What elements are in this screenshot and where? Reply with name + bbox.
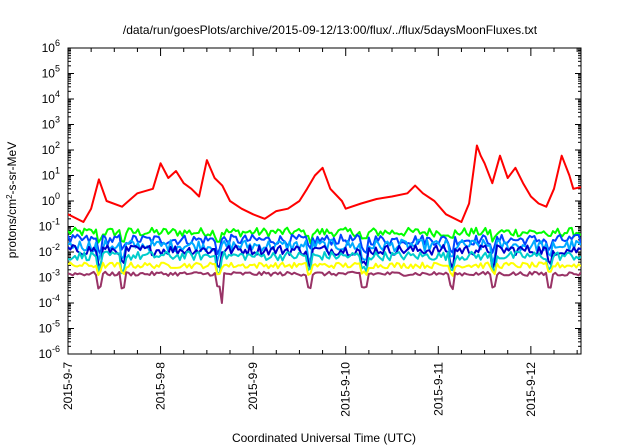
x-axis: 2015-9-7 2015-9-8 2015-9-9 2015-9-10 2015-9-… — [61, 48, 578, 417]
y-axis: 10-6 10-5 10-4 10-3 10-2 10-1 100 101 102 103 104 1… — [39, 38, 581, 361]
y-tick-label: 105 — [42, 64, 60, 81]
y-tick-label: 10-1 — [39, 217, 60, 234]
flux-series-line-7 — [68, 261, 581, 277]
x-tick-label: 2015-9-7 — [61, 362, 75, 410]
x-tick-label: 2015-9-8 — [154, 362, 168, 410]
flux-series-line-3 — [68, 233, 581, 256]
y-tick-label: 101 — [42, 166, 60, 183]
x-tick-label: 2015-9-10 — [339, 362, 353, 417]
x-tick-label: 2015-9-12 — [524, 362, 538, 417]
flux-series-line-1 — [68, 144, 581, 223]
flux-series-line-8 — [68, 270, 581, 304]
y-axis-label: protons/cm2-s-sr-MeV — [5, 142, 20, 258]
y-tick-label: 102 — [42, 140, 60, 157]
y-tick-label: 10-6 — [39, 344, 60, 361]
y-tick-label: 104 — [42, 89, 60, 106]
flux-series-line-2 — [68, 226, 581, 245]
y-tick-label: 10-2 — [39, 242, 60, 259]
y-tick-label: 103 — [42, 115, 60, 132]
x-tick-label: 2015-9-11 — [431, 362, 445, 416]
series-group — [68, 144, 581, 304]
y-tick-label: 106 — [42, 38, 60, 55]
y-tick-label: 100 — [42, 191, 60, 208]
x-axis-label: Coordinated Universal Time (UTC) — [232, 431, 416, 445]
chart-title: /data/run/goesPlots/archive/2015-09-12/1… — [123, 23, 538, 37]
y-tick-label: 10-4 — [39, 293, 60, 310]
plot-frame — [67, 47, 582, 355]
y-tick-label: 10-3 — [39, 268, 60, 285]
y-tick-label: 10-5 — [39, 319, 60, 336]
x-tick-label: 2015-9-9 — [246, 362, 260, 410]
